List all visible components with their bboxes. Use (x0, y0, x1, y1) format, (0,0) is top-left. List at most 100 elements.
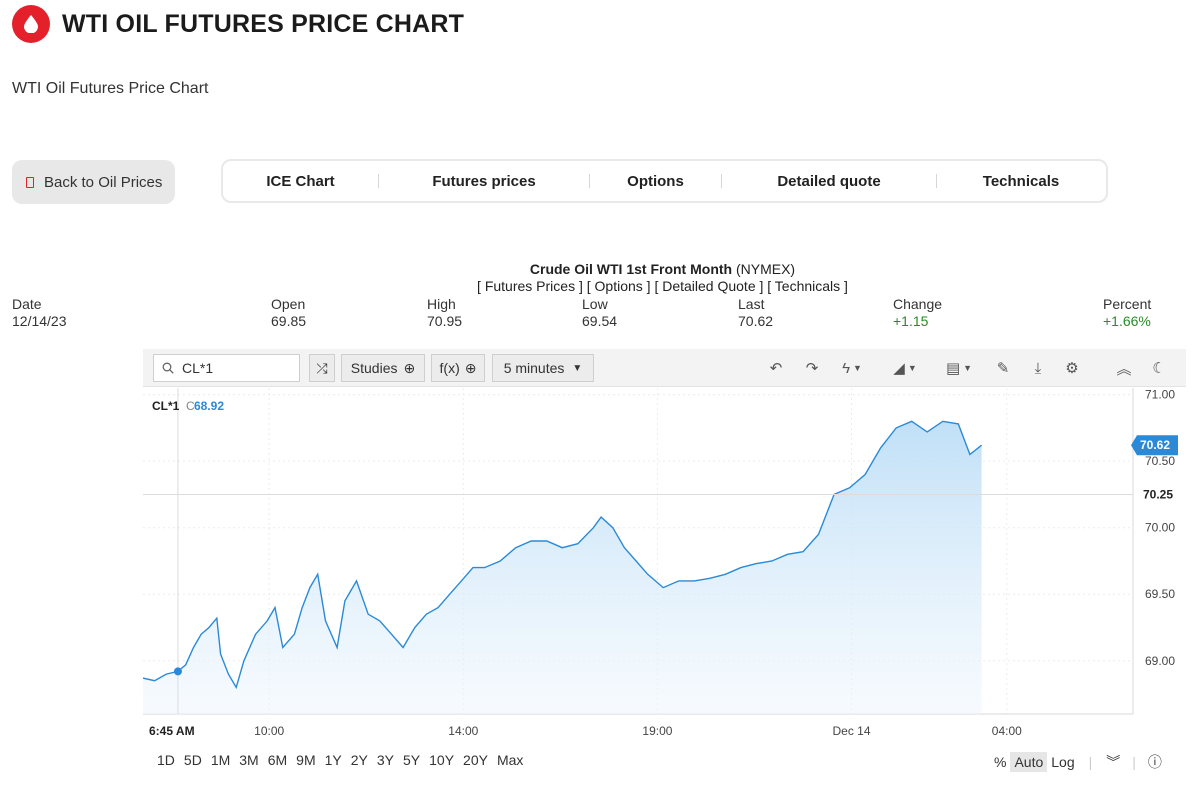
range-button-3y[interactable]: 3Y (376, 752, 394, 768)
last-price-text: 70.62 (1140, 438, 1170, 452)
tab-options[interactable]: Options (627, 172, 684, 190)
stat-change-label: Change (893, 296, 943, 312)
chart-toolbar: CL*1 ⤮ Studies ⊕ f(x) ⊕ 5 minutes ▼ ↶ ↷ … (143, 349, 1186, 387)
tab-ice-chart[interactable]: ICE Chart (266, 172, 335, 190)
x-tick-label: 19:00 (642, 724, 672, 738)
chart-legend-prefix: C (186, 399, 195, 413)
back-button-label: Back to Oil Prices (44, 173, 163, 191)
symbol-search-input[interactable]: CL*1 (153, 354, 300, 382)
tab-divider (721, 174, 722, 188)
price-chart[interactable]: 69.00 69.50 70.00 70.50 71.00 10:00 14:00 19:0… (143, 388, 1186, 744)
page-subtitle: WTI Oil Futures Price Chart (12, 80, 209, 97)
redo-icon[interactable]: ↷ (805, 360, 819, 377)
range-button-2y[interactable]: 2Y (350, 752, 368, 768)
tab-technicals[interactable]: Technicals (982, 172, 1060, 190)
crosshair-price-tag (1137, 484, 1183, 505)
tab-divider (589, 174, 590, 188)
stat-low: Low 69.54 (582, 296, 617, 330)
y-tick-label: 70.50 (1145, 454, 1175, 468)
studies-button[interactable]: Studies ⊕ (341, 354, 425, 382)
add-circle-icon: ⊕ (464, 359, 477, 376)
nav-tabs: ICE Chart Futures prices Options Detaile… (221, 159, 1108, 203)
interval-select[interactable]: 5 minutes ▼ (492, 354, 594, 382)
download-icon[interactable]: ⤓ (1034, 359, 1042, 377)
stat-low-label: Low (582, 296, 608, 312)
y-tick-label: 69.00 (1145, 654, 1175, 668)
stat-last-value: 70.62 (738, 313, 774, 329)
stat-high-label: High (427, 296, 456, 312)
undo-icon[interactable]: ↶ (769, 360, 783, 377)
stat-percent-value: +1.66% (1103, 313, 1151, 329)
range-button-10y[interactable]: 10Y (429, 752, 455, 768)
stat-percent-label: Percent (1103, 296, 1152, 312)
studies-label: Studies (350, 360, 398, 376)
crosshair-price-text: 70.25 (1143, 487, 1173, 501)
stat-date-value: 12/14/23 (12, 313, 67, 329)
chart-legend-symbol: CL*1 (152, 399, 180, 413)
range-button-5y[interactable]: 5Y (403, 752, 421, 768)
stat-percent: Percent +1.66% (1103, 296, 1151, 330)
auto-scale-button[interactable]: Auto (1010, 752, 1048, 772)
page-title: WTI OIL FUTURES PRICE CHART (62, 9, 465, 38)
tab-divider (378, 174, 379, 188)
chart-widget: CL*1 ⤮ Studies ⊕ f(x) ⊕ 5 minutes ▼ ↶ ↷ … (143, 349, 1186, 744)
stat-last: Last 70.62 (738, 296, 773, 330)
search-icon (162, 362, 174, 374)
range-bar: 1D 5D 1M 3M 6M 9M 1Y 2Y 3Y 5Y 10Y 20Y Max (157, 752, 532, 768)
stat-change-value: +1.15 (893, 313, 929, 329)
stat-low-value: 69.54 (582, 313, 618, 329)
y-tick-label: 69.50 (1145, 587, 1175, 601)
range-button-1y[interactable]: 1Y (324, 752, 342, 768)
compare-button[interactable]: ⤮ (309, 354, 335, 382)
range-button-3m[interactable]: 3M (239, 752, 259, 768)
crosshair-point (173, 667, 182, 676)
y-tick-label: 71.00 (1145, 388, 1175, 402)
gear-icon[interactable]: ⚙ (1065, 360, 1079, 377)
shuffle-icon: ⤮ (316, 359, 328, 376)
stat-date: Date 12/14/23 (12, 296, 67, 330)
pencil-icon[interactable]: ✎ (996, 360, 1010, 377)
fx-button[interactable]: f(x) ⊕ (431, 354, 485, 382)
tab-detailed-quote[interactable]: Detailed quote (777, 172, 881, 190)
stat-open: Open 69.85 (271, 296, 306, 330)
log-scale-button[interactable]: Log (1051, 754, 1075, 770)
range-button-20y[interactable]: 20Y (463, 752, 488, 768)
help-icon[interactable]: ⓘ (1147, 754, 1162, 770)
y-tick-label: 70.00 (1145, 521, 1175, 535)
scale-divider: | (1088, 754, 1093, 770)
page-header: WTI OIL FUTURES PRICE CHART (12, 4, 464, 44)
range-button-9m[interactable]: 9M (296, 752, 316, 768)
range-button-max[interactable]: Max (496, 752, 524, 768)
quote-name: Crude Oil WTI 1st Front Month (529, 261, 733, 277)
percent-scale-button[interactable]: % (994, 754, 1007, 770)
scale-bar: % Auto Log | ︾ | ⓘ (990, 750, 1166, 774)
price-area (143, 421, 982, 714)
symbol-search-value: CL*1 (182, 360, 214, 376)
chart-type-icon[interactable]: ◢ ▼ (893, 360, 917, 377)
stat-change: Change +1.15 (893, 296, 942, 330)
expand-down-icon[interactable]: ︾ (1106, 754, 1121, 770)
back-icon (26, 176, 34, 188)
quote-title: Crude Oil WTI 1st Front Month (NYMEX) (0, 261, 1200, 277)
x-tick-label: Dec 14 (833, 724, 871, 738)
range-button-1d[interactable]: 1D (157, 752, 175, 768)
tab-divider (936, 174, 937, 188)
back-to-oil-prices-button[interactable]: Back to Oil Prices (12, 160, 175, 204)
tab-futures-prices[interactable]: Futures prices (432, 172, 536, 190)
crosshair-time-tag (145, 720, 203, 740)
stat-date-label: Date (12, 296, 42, 312)
stat-open-value: 69.85 (271, 313, 307, 329)
fx-label: f(x) (439, 360, 460, 376)
events-icon[interactable]: ϟ ▼ (842, 359, 862, 377)
dark-mode-icon[interactable]: ☾ (1152, 360, 1166, 377)
oil-drop-icon (12, 5, 50, 43)
price-line (143, 420, 983, 690)
x-tick-label: 04:00 (992, 724, 1022, 738)
range-button-5d[interactable]: 5D (183, 752, 202, 768)
range-button-1m[interactable]: 1M (210, 752, 231, 768)
range-button-6m[interactable]: 6M (267, 752, 288, 768)
layout-icon[interactable]: ▤ ▼ (945, 360, 973, 377)
quote-links[interactable]: [ Futures Prices ] [ Options ] [ Detaile… (477, 278, 848, 294)
collapse-icon[interactable]: ︽ (1116, 360, 1132, 378)
stat-high: High 70.95 (427, 296, 462, 330)
